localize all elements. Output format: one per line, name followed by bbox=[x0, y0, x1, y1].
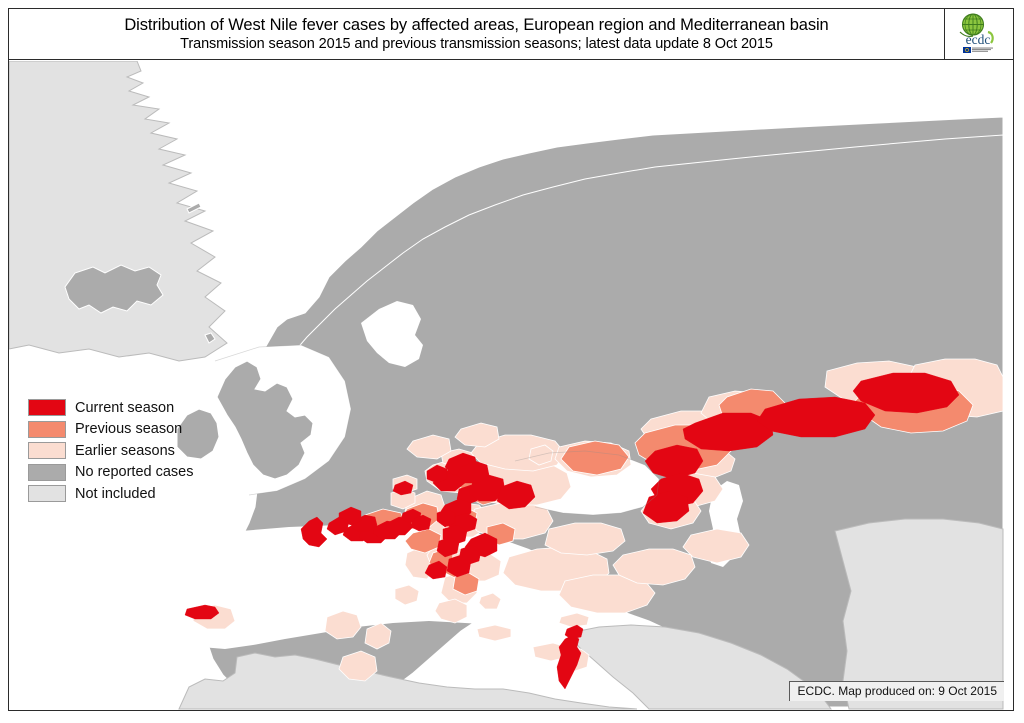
map-legend: Current season Previous season Earlier s… bbox=[28, 397, 228, 505]
legend-swatch-no-reported-cases bbox=[28, 463, 66, 481]
region-ireland bbox=[176, 408, 220, 460]
ecdc-logo-icon: ecdc bbox=[959, 13, 994, 53]
map-credit: ECDC. Map produced on: 9 Oct 2015 bbox=[788, 681, 1004, 701]
coastline-overlay bbox=[214, 344, 660, 516]
area-earlier-poland-se bbox=[454, 422, 500, 448]
legend-item-not-included: Not included bbox=[28, 483, 228, 505]
legend-swatch-current-season bbox=[28, 399, 66, 417]
area-current-greece-3 bbox=[458, 544, 482, 566]
area-current-hungary-3 bbox=[426, 464, 448, 484]
region-faroe-islands bbox=[204, 332, 216, 344]
area-earlier-turkey-central bbox=[558, 574, 656, 614]
region-central-asia-not-included bbox=[834, 518, 1004, 710]
area-earlier-turkey-north bbox=[544, 522, 626, 556]
area-current-macedonia bbox=[436, 536, 460, 558]
area-earlier-iran-north bbox=[682, 528, 750, 564]
area-previous-bosnia-south bbox=[404, 528, 442, 554]
page-title: Distribution of West Nile fever cases by… bbox=[124, 16, 829, 34]
water-baltic-sea bbox=[361, 301, 423, 367]
legend-label-previous-season: Previous season bbox=[75, 421, 183, 438]
area-current-russia-1 bbox=[682, 412, 774, 452]
area-earlier-aegean-islands bbox=[478, 592, 502, 610]
ecdc-wordmark: ecdc bbox=[966, 32, 991, 47]
legend-item-previous-season: Previous season bbox=[28, 419, 228, 441]
region-great-britain bbox=[216, 360, 314, 480]
legend-label-not-included: Not included bbox=[75, 485, 156, 502]
area-earlier-crete bbox=[476, 624, 512, 642]
area-current-france-rhone bbox=[300, 516, 328, 548]
area-current-russia-3 bbox=[852, 372, 960, 414]
area-current-greece-2 bbox=[424, 560, 448, 580]
area-earlier-moldova bbox=[528, 444, 554, 466]
area-current-romania-2 bbox=[496, 480, 536, 510]
area-current-austria bbox=[392, 480, 414, 496]
page-subtitle: Transmission season 2015 and previous tr… bbox=[180, 36, 773, 52]
legend-label-no-reported-cases: No reported cases bbox=[75, 464, 194, 481]
legend-label-current-season: Current season bbox=[75, 399, 175, 416]
area-earlier-tunisia bbox=[324, 610, 362, 640]
eu-badge bbox=[963, 47, 994, 53]
map-header: Distribution of West Nile fever cases by… bbox=[8, 8, 1014, 60]
region-iceland bbox=[64, 264, 164, 314]
area-current-russia-4 bbox=[644, 444, 704, 480]
area-current-portugal-algarve bbox=[184, 604, 220, 620]
area-earlier-czech bbox=[406, 434, 452, 460]
area-earlier-cyprus bbox=[558, 612, 590, 628]
area-earlier-algeria-east bbox=[364, 622, 392, 650]
area-current-romania-3 bbox=[456, 460, 490, 484]
legend-label-earlier-seasons: Earlier seasons bbox=[75, 442, 175, 459]
area-current-russia-2 bbox=[756, 396, 876, 438]
area-current-russia-5 bbox=[642, 490, 690, 524]
legend-swatch-previous-season bbox=[28, 420, 66, 438]
area-earlier-greece-peloponnese bbox=[434, 598, 468, 624]
ecdc-swoosh bbox=[987, 30, 994, 44]
area-earlier-tunisia-2 bbox=[338, 650, 378, 682]
area-previous-ukraine-centre bbox=[560, 440, 630, 476]
globe-icon bbox=[959, 13, 985, 37]
area-current-israel bbox=[556, 634, 582, 690]
legend-item-current-season: Current season bbox=[28, 397, 228, 419]
legend-swatch-not-included bbox=[28, 485, 66, 503]
legend-swatch-earlier-seasons bbox=[28, 442, 66, 460]
region-jan-mayen bbox=[186, 202, 202, 214]
area-current-italy-piemonte bbox=[326, 516, 350, 536]
area-earlier-turkey-east bbox=[612, 548, 696, 586]
water-atlantic-iberia bbox=[9, 351, 179, 710]
legend-item-earlier-seasons: Earlier seasons bbox=[28, 440, 228, 462]
ecdc-logo: ecdc bbox=[944, 9, 1013, 59]
west-nile-distribution-map: .nc { fill:#ABABAB; stroke:#FFFFFF; stro… bbox=[9, 61, 1013, 710]
legend-item-no-reported-cases: No reported cases bbox=[28, 462, 228, 484]
area-earlier-italy-sicily bbox=[394, 584, 420, 606]
header-title-block: Distribution of West Nile fever cases by… bbox=[9, 9, 944, 59]
area-current-croatia bbox=[410, 514, 432, 532]
area-current-serbia-3 bbox=[436, 508, 456, 528]
area-current-israel-north bbox=[564, 624, 584, 640]
map-canvas: .nc { fill:#ABABAB; stroke:#FFFFFF; stro… bbox=[9, 61, 1013, 710]
